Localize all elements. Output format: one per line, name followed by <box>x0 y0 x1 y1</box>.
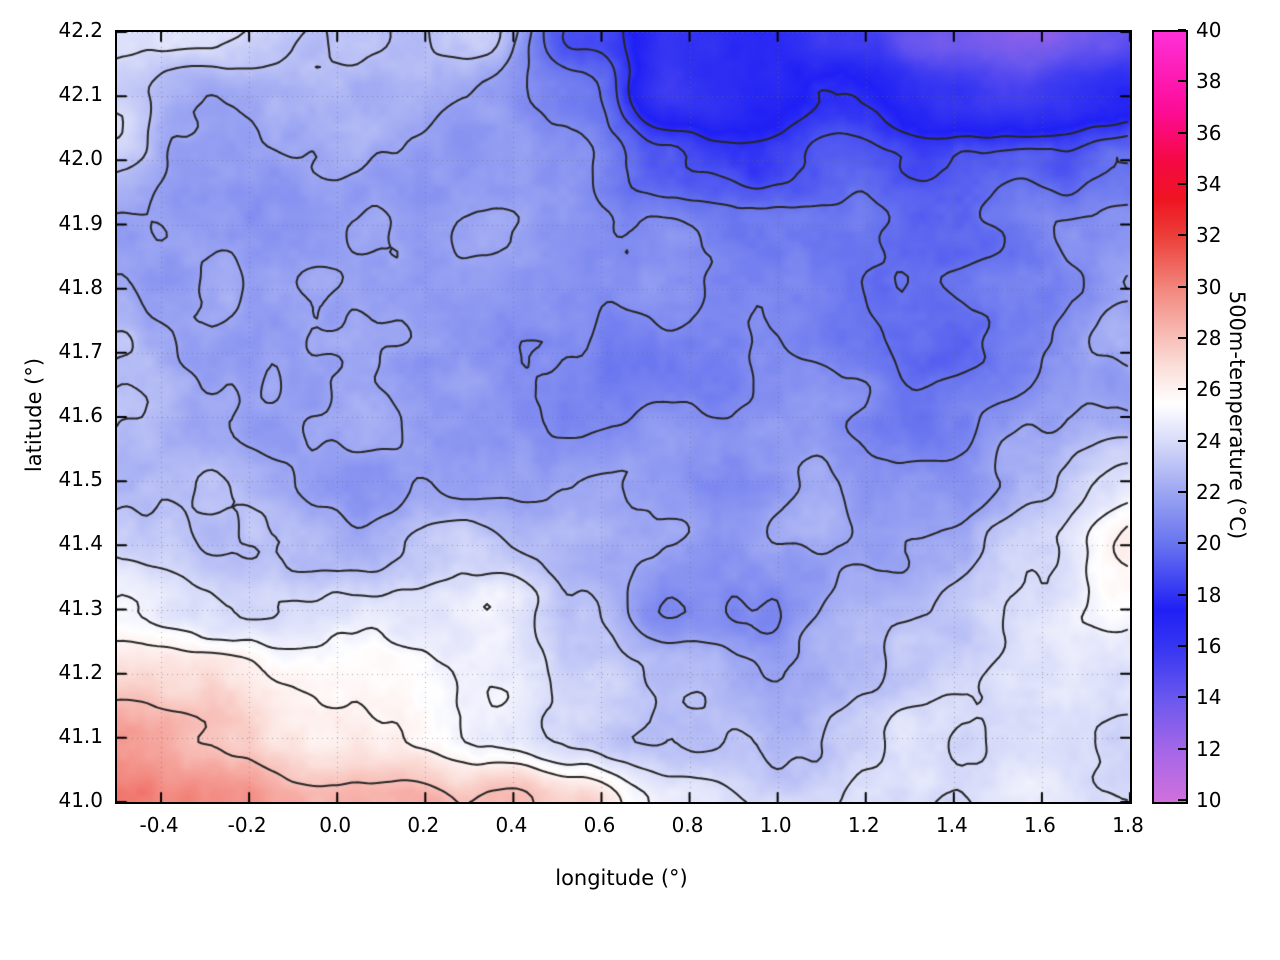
colorbar-tick-mark <box>1178 491 1186 493</box>
x-tick-label: 0.2 <box>407 813 440 837</box>
colorbar-tick-mark <box>1178 388 1186 391</box>
colorbar-tick-mark <box>1178 80 1186 83</box>
colorbar-tick-label: 18 <box>1196 582 1222 607</box>
colorbar-tick-mark <box>1178 131 1186 134</box>
colorbar-gradient <box>1152 30 1188 804</box>
colorbar-tick-mark <box>1178 747 1186 750</box>
colorbar-tick-mark <box>1178 542 1186 545</box>
colorbar-tick-mark <box>1178 337 1186 339</box>
colorbar-tick-mark <box>1178 29 1186 31</box>
x-tick-label: 1.2 <box>847 813 880 837</box>
colorbar-tick-label: 24 <box>1196 428 1222 453</box>
colorbar-tick-mark <box>1178 593 1186 596</box>
y-tick-label: 41.4 <box>58 531 103 556</box>
y-tick-label: 41.0 <box>58 788 103 812</box>
colorbar-tick-label: 40 <box>1196 18 1222 42</box>
x-tick-label: 0.6 <box>583 813 616 837</box>
x-axis-label: longitude (°) <box>555 866 688 890</box>
contour-overlay-canvas <box>117 32 1130 802</box>
colorbar-tick-label: 16 <box>1196 634 1222 658</box>
y-tick-label: 41.1 <box>58 723 103 748</box>
y-tick-label: 41.6 <box>58 403 103 427</box>
plot-area <box>115 30 1132 804</box>
colorbar-tick-label: 20 <box>1196 531 1222 556</box>
y-tick-label: 42.0 <box>58 146 103 171</box>
colorbar-tick-label: 22 <box>1196 480 1222 504</box>
x-tick-label: 1.0 <box>759 813 792 837</box>
colorbar-tick-label: 26 <box>1196 377 1222 402</box>
y-tick-label: 42.2 <box>58 18 103 42</box>
colorbar-tick-label: 32 <box>1196 223 1222 248</box>
x-tick-label: -0.2 <box>227 813 267 837</box>
x-tick-label: -0.4 <box>139 813 179 837</box>
colorbar-tick-label: 28 <box>1196 326 1222 350</box>
x-tick-label: 1.6 <box>1024 813 1056 837</box>
x-tick-label: 1.8 <box>1112 813 1144 837</box>
colorbar-tick-mark <box>1178 183 1186 185</box>
x-tick-label: 0.0 <box>319 813 352 837</box>
y-tick-label: 41.9 <box>58 210 103 235</box>
colorbar-tick-label: 12 <box>1196 736 1222 761</box>
colorbar-tick-label: 30 <box>1196 274 1222 299</box>
colorbar-tick-label: 10 <box>1196 788 1222 812</box>
y-tick-label: 41.2 <box>58 659 103 684</box>
colorbar-tick-mark <box>1178 696 1186 699</box>
colorbar-tick-label: 38 <box>1196 69 1222 94</box>
colorbar-tick-label: 14 <box>1196 685 1222 710</box>
y-tick-label: 41.3 <box>58 595 103 620</box>
y-tick-label: 41.8 <box>58 274 103 299</box>
colorbar-tick-mark <box>1178 439 1186 442</box>
colorbar-tick-label: 34 <box>1196 172 1222 196</box>
colorbar-tick-mark <box>1178 234 1186 237</box>
colorbar-tick-label: 36 <box>1196 120 1222 145</box>
colorbar-tick-mark <box>1178 645 1186 647</box>
y-tick-label: 42.1 <box>58 82 103 107</box>
y-tick-label: 41.5 <box>58 467 103 492</box>
y-tick-label: 41.7 <box>58 338 103 363</box>
x-tick-label: 0.4 <box>495 813 528 837</box>
x-tick-label: 0.8 <box>671 813 704 837</box>
colorbar-tick-mark <box>1178 799 1186 801</box>
colorbar-tick-mark <box>1178 285 1186 288</box>
x-tick-label: 1.4 <box>935 813 968 837</box>
